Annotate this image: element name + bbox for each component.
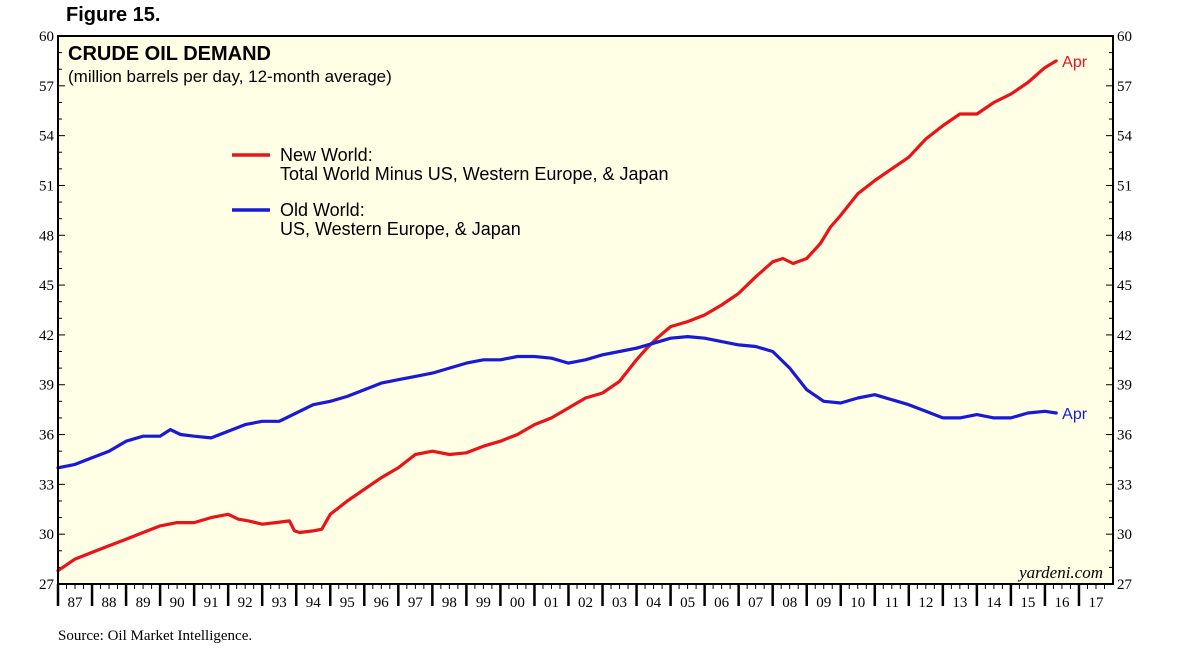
source-note: Source: Oil Market Intelligence. [58,628,253,644]
x-tick-label: 04 [646,595,662,611]
crude-oil-demand-chart: 27 30 33 36 39 42 45 48 51 54 57 60 27 30 33 36 39 42 45 4… [39,29,1133,611]
plot-border [57,35,1114,585]
y-tick-label-left: 42 [39,328,54,344]
x-tick-label: 97 [408,595,424,611]
x-tick-label: 11 [885,595,899,611]
x-tick-label: 12 [918,595,933,611]
y-tick-label-right: 54 [1117,129,1133,145]
y-tick-label-left: 60 [39,29,54,45]
x-tick-label: 10 [850,595,865,611]
y-tick-label-left: 57 [39,79,55,95]
x-tick-label: 05 [680,595,695,611]
y-tick-label-left: 54 [39,129,55,145]
y-tick-label-right: 45 [1117,278,1132,294]
x-tick-label: 02 [578,595,593,611]
y-tick-label-left: 39 [39,378,54,394]
figure-label: Figure 15. [66,4,161,26]
series-line-old-world [56,335,1058,470]
x-tick-label: 87 [68,595,84,611]
chart-title: CRUDE OIL DEMAND [68,43,271,65]
end-labels: Apr Apr [1062,54,1088,423]
watermark: yardeni.com [1017,563,1103,582]
x-tick-label: 98 [442,595,457,611]
legend-sublabel-new-world: Total World Minus US, Western Europe, & … [280,164,669,184]
legend-label-new-world: New World: [280,145,373,165]
y-tick-label-right: 42 [1117,328,1132,344]
x-tick-label: 03 [612,595,627,611]
y-tick-label-left: 45 [39,278,54,294]
x-tick-label: 90 [170,595,185,611]
y-tick-label-left: 27 [39,577,55,593]
y-tick-label-left: 33 [39,477,54,493]
plot-area [58,36,1113,584]
x-tick-label: 13 [952,595,967,611]
y-tick-label-right: 27 [1117,577,1133,593]
series-lines [56,59,1058,573]
x-tick-label: 99 [476,595,491,611]
y-tick-label-right: 30 [1117,527,1132,543]
y-axis-right: 27 30 33 36 39 42 45 48 51 54 57 60 [1106,29,1133,593]
legend: New World:Total World Minus US, Western … [232,145,669,239]
x-tick-label: 92 [238,595,253,611]
x-tick-label: 06 [714,595,730,611]
x-tick-label: 95 [340,595,355,611]
x-tick-label: 15 [1020,595,1035,611]
y-tick-label-right: 33 [1117,477,1132,493]
x-tick-label: 09 [816,595,831,611]
x-tick-label: 93 [272,595,287,611]
y-tick-label-left: 51 [39,178,54,194]
end-label-new-world: Apr [1062,54,1088,71]
x-tick-label: 00 [510,595,525,611]
x-tick-label: 89 [136,595,151,611]
x-tick-label: 94 [306,595,322,611]
y-tick-label-right: 60 [1117,29,1132,45]
x-tick-label: 14 [986,595,1002,611]
y-tick-label-right: 57 [1117,79,1133,95]
legend-label-old-world: Old World: [280,200,365,220]
chart-subtitle: (million barrels per day, 12-month avera… [68,67,392,86]
legend-sublabel-old-world: US, Western Europe, & Japan [280,219,521,239]
x-tick-label: 01 [544,595,559,611]
x-tick-label: 16 [1054,595,1070,611]
x-tick-label: 07 [748,595,764,611]
x-tick-label: 96 [374,595,390,611]
y-tick-label-right: 48 [1117,228,1132,244]
y-tick-label-right: 39 [1117,378,1132,394]
end-label-old-world: Apr [1062,406,1088,423]
x-axis: 87 88 89 90 91 92 93 94 95 96 97 98 99 00 01 02 03 04 05 06… [56,584,1105,611]
x-tick-label: 17 [1088,595,1104,611]
y-tick-label-right: 51 [1117,178,1132,194]
series-line-new-world [56,59,1058,573]
x-tick-label: 88 [102,595,117,611]
x-tick-label: 08 [782,595,797,611]
x-tick-label: 91 [204,595,219,611]
y-tick-label-right: 36 [1117,428,1133,444]
y-tick-label-left: 48 [39,228,54,244]
y-tick-label-left: 30 [39,527,54,543]
y-tick-label-left: 36 [39,428,55,444]
